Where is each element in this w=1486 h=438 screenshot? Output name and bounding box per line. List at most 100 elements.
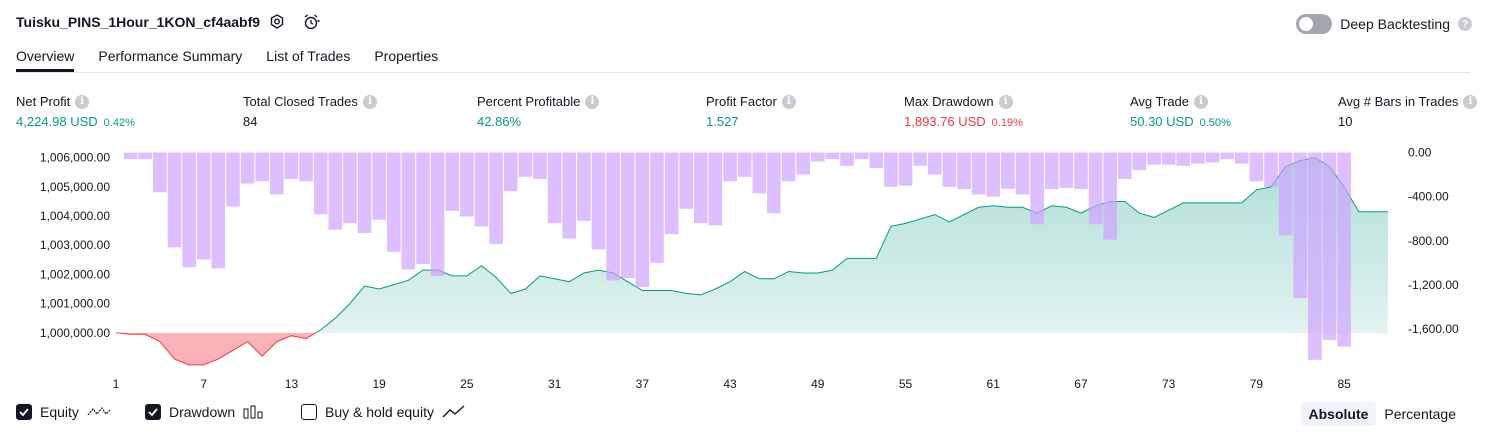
legend-buy-hold[interactable]: Buy & hold equity (301, 404, 466, 420)
deep-backtesting-toggle[interactable] (1296, 14, 1333, 34)
drawdown-bar (284, 152, 299, 179)
info-icon[interactable]: i (781, 94, 796, 109)
metric-value: 1.527 (706, 114, 739, 129)
drawdown-bar (1220, 152, 1234, 160)
drawdown-bar (460, 152, 474, 217)
tab-overview[interactable]: Overview (16, 48, 75, 72)
metric-value: 42.86% (477, 114, 522, 129)
drawdown-bar (591, 152, 606, 250)
drawdown-bar (503, 152, 518, 192)
metric-percent: 0.19% (991, 117, 1023, 129)
y-left-tick-label: 1,005,000.00 (40, 180, 110, 194)
legend-drawdown[interactable]: Drawdown (145, 404, 265, 420)
drawdown-bar (1147, 152, 1161, 165)
drawdown-bar (1264, 152, 1278, 187)
drawdown-bar (986, 152, 1000, 197)
drawdown-bar (372, 152, 386, 220)
drawdown-bar (1088, 152, 1103, 225)
info-icon[interactable]: i (75, 94, 90, 109)
drawdown-checkbox[interactable] (145, 404, 161, 420)
drawdown-bar (211, 152, 226, 269)
drawdown-bar (1015, 152, 1030, 195)
x-tick-label: 1 (113, 377, 120, 391)
metric-value: 84 (243, 114, 258, 129)
drawdown-bar (401, 152, 416, 270)
drawdown-bar (299, 152, 313, 182)
drawdown-bar (884, 152, 898, 187)
y-right-tick-label: -400.00 (1408, 190, 1449, 204)
tab-divider (16, 72, 1470, 73)
drawdown-bar (723, 152, 737, 182)
drawdown-bar (240, 152, 255, 184)
drawdown-bar (869, 152, 884, 168)
settings-icon[interactable] (268, 13, 286, 31)
tab-performance-summary[interactable]: Performance Summary (98, 48, 243, 64)
drawdown-bar (1161, 152, 1176, 165)
equity-line-positive (115, 157, 1388, 333)
absolute-button[interactable]: Absolute (1300, 402, 1377, 426)
metric-percent-profitable: Percent Profitable i 42.86% (477, 94, 600, 129)
buy-hold-label: Buy & hold equity (325, 404, 434, 420)
metric-label: Profit Factor (706, 94, 777, 109)
metric-value: 4,224.98 USD (16, 114, 98, 129)
percentage-button[interactable]: Percentage (1384, 406, 1456, 422)
drawdown-bar (474, 152, 489, 227)
drawdown-bar (1044, 152, 1059, 189)
y-right-tick-label: -1,200.00 (1408, 278, 1459, 292)
trend-line-icon (442, 405, 465, 418)
strategy-title: Tuisku_PINS_1Hour_1KON_cf4aabf9 (16, 14, 261, 30)
x-tick-label: 85 (1337, 377, 1351, 391)
y-right-tick-label: -1,600.00 (1408, 322, 1459, 336)
alarm-clock-icon[interactable] (302, 13, 320, 31)
drawdown-bar (445, 152, 460, 211)
drawdown-bar (1278, 152, 1293, 236)
info-icon[interactable]: i (585, 94, 600, 109)
info-icon[interactable]: i (1463, 94, 1478, 109)
drawdown-bar (1001, 152, 1015, 189)
x-tick-label: 31 (548, 377, 562, 391)
drawdown-bar (1191, 152, 1205, 164)
metric-profit-factor: Profit Factor i 1.527 (706, 94, 796, 129)
drawdown-bar (913, 152, 927, 166)
drawdown-bar (1293, 152, 1308, 299)
tab-list-of-trades[interactable]: List of Trades (266, 48, 351, 64)
legend-equity[interactable]: Equity (16, 404, 111, 420)
drawdown-bar (1132, 152, 1147, 171)
drawdown-bar (562, 152, 576, 239)
x-tick-label: 37 (636, 377, 650, 391)
x-tick-label: 7 (200, 377, 207, 391)
metric-value: 50.30 USD (1130, 114, 1194, 129)
drawdown-bar (489, 152, 503, 245)
info-icon[interactable]: i (998, 94, 1013, 109)
x-tick-label: 73 (1162, 377, 1176, 391)
y-right-tick-label: 0.00 (1408, 146, 1432, 160)
drawdown-bar (694, 152, 708, 224)
drawdown-bar (533, 152, 547, 179)
y-left-tick-label: 1,003,000.00 (40, 238, 110, 252)
help-icon[interactable]: ? (1458, 17, 1472, 31)
deep-backtesting-label: Deep Backtesting (1340, 16, 1450, 32)
buy-hold-checkbox[interactable] (301, 404, 317, 420)
drawdown-bar (1235, 152, 1249, 164)
drawdown-label: Drawdown (169, 404, 236, 420)
metric-avg-trade: Avg Trade i 50.30 USD 0.50% (1130, 94, 1231, 129)
x-tick-label: 61 (987, 377, 1001, 391)
tab-bar: Overview Performance Summary List of Tra… (16, 48, 438, 72)
tab-properties[interactable]: Properties (374, 48, 439, 64)
drawdown-bar (1249, 152, 1264, 182)
info-icon[interactable]: i (362, 94, 377, 109)
info-icon[interactable]: i (1194, 94, 1209, 109)
metric-label: Avg # Bars in Trades (1338, 94, 1459, 109)
check-icon (148, 408, 158, 417)
drawdown-bar (971, 152, 986, 195)
drawdown-bar (606, 152, 620, 281)
y-left-tick-label: 1,000,000.00 (40, 326, 110, 340)
deep-backtesting-toggle-group: Deep Backtesting ? (1296, 14, 1472, 34)
metric-label: Net Profit (16, 94, 71, 109)
drawdown-bar (957, 152, 971, 189)
drawdown-bar (416, 152, 430, 264)
drawdown-bar (752, 152, 767, 194)
equity-checkbox[interactable] (16, 404, 32, 420)
drawdown-bar (1059, 152, 1074, 188)
